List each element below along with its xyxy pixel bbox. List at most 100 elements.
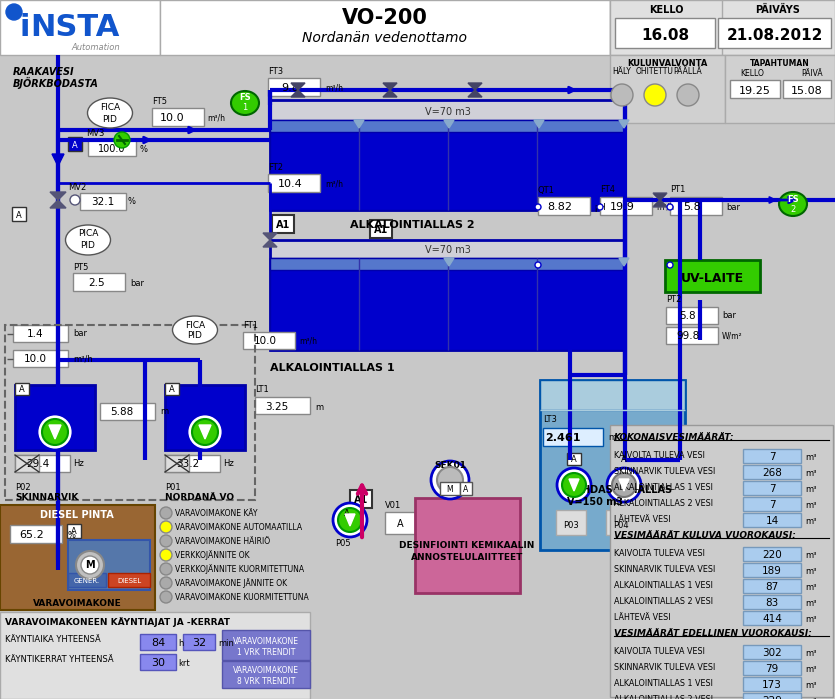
- Polygon shape: [653, 193, 667, 207]
- Bar: [743, 547, 801, 561]
- Circle shape: [644, 84, 666, 106]
- Bar: [165, 455, 220, 472]
- Text: A1: A1: [354, 495, 368, 505]
- Bar: [183, 634, 215, 650]
- Circle shape: [667, 262, 673, 268]
- Circle shape: [187, 414, 223, 450]
- Bar: [610, 0, 722, 55]
- Bar: [783, 80, 831, 98]
- Text: PT5: PT5: [73, 263, 89, 271]
- Bar: [108, 573, 150, 587]
- Bar: [340, 507, 354, 519]
- Text: 87: 87: [766, 582, 778, 592]
- Text: A: A: [463, 484, 468, 493]
- Text: PÄIVÄYS: PÄIVÄYS: [756, 5, 801, 15]
- Circle shape: [557, 468, 591, 502]
- Polygon shape: [569, 479, 579, 491]
- Polygon shape: [468, 83, 482, 97]
- Circle shape: [160, 577, 172, 589]
- Bar: [15, 385, 95, 450]
- Bar: [255, 397, 310, 414]
- Text: FT5: FT5: [152, 97, 167, 106]
- Polygon shape: [444, 258, 454, 266]
- Text: bar: bar: [722, 312, 736, 321]
- Text: m³/h: m³/h: [656, 203, 674, 212]
- Text: KOKONAISVESIMÄÄRÄT:: KOKONAISVESIMÄÄRÄT:: [614, 433, 735, 442]
- Text: PICA: PICA: [78, 229, 99, 238]
- Text: KÄYNTIAIKA YHTEENSÄ: KÄYNTIAIKA YHTEENSÄ: [5, 635, 101, 644]
- Text: m³: m³: [805, 598, 817, 607]
- Text: 33.2: 33.2: [176, 459, 200, 469]
- Circle shape: [160, 535, 172, 547]
- Bar: [270, 240, 625, 350]
- Bar: [13, 350, 68, 367]
- Bar: [222, 661, 310, 688]
- Bar: [140, 634, 176, 650]
- Text: m³: m³: [805, 484, 817, 493]
- Text: 99.8: 99.8: [676, 331, 700, 341]
- Bar: [350, 490, 372, 508]
- Text: FT3: FT3: [268, 68, 283, 76]
- Text: 414: 414: [762, 614, 782, 624]
- Circle shape: [192, 419, 218, 445]
- Circle shape: [76, 551, 104, 579]
- Bar: [743, 481, 801, 495]
- Ellipse shape: [779, 192, 807, 216]
- Bar: [743, 497, 801, 511]
- Text: GENER.: GENER.: [74, 578, 100, 584]
- Text: MV3: MV3: [86, 129, 104, 138]
- Bar: [440, 482, 460, 495]
- Bar: [68, 573, 106, 587]
- Text: UV-LAITE: UV-LAITE: [681, 271, 743, 284]
- Text: ALKALOINTIALLAS 1 VESI: ALKALOINTIALLAS 1 VESI: [614, 482, 713, 491]
- Bar: [268, 78, 320, 96]
- Text: P02: P02: [15, 484, 31, 493]
- Text: m³: m³: [805, 566, 817, 575]
- Bar: [10, 525, 62, 543]
- Text: h: h: [178, 638, 184, 647]
- Text: Hz: Hz: [73, 459, 84, 468]
- Bar: [610, 0, 835, 55]
- Bar: [743, 563, 801, 577]
- Circle shape: [81, 556, 99, 574]
- Text: FICA: FICA: [100, 103, 120, 113]
- Text: P01: P01: [165, 484, 180, 493]
- Text: DIESEL PINTA: DIESEL PINTA: [40, 510, 114, 520]
- Text: SKINNARVIK TULEVA VESI: SKINNARVIK TULEVA VESI: [614, 565, 716, 573]
- Text: 79: 79: [766, 664, 778, 674]
- Bar: [460, 482, 472, 495]
- Bar: [88, 140, 136, 156]
- Text: FS: FS: [239, 94, 250, 103]
- Text: OHITETTU: OHITETTU: [636, 68, 674, 76]
- Text: VO-200: VO-200: [342, 8, 428, 28]
- Text: ALKALOINTIALLAS 1 VESI: ALKALOINTIALLAS 1 VESI: [614, 679, 713, 688]
- Text: Automation: Automation: [71, 43, 120, 52]
- Text: 2.5: 2.5: [89, 278, 105, 288]
- Bar: [243, 332, 295, 349]
- Text: m³/h: m³/h: [73, 354, 93, 363]
- Polygon shape: [199, 425, 211, 439]
- Text: P05: P05: [335, 538, 351, 547]
- Text: 14: 14: [766, 516, 778, 526]
- Text: VARAVOIMAKONE KUORMITETTUNA: VARAVOIMAKONE KUORMITETTUNA: [175, 593, 309, 602]
- Bar: [13, 325, 68, 342]
- Text: A: A: [344, 510, 350, 519]
- Text: VARAVOIMAKONE: VARAVOIMAKONE: [33, 598, 121, 607]
- Text: %: %: [128, 198, 136, 206]
- Text: 21.08.2012: 21.08.2012: [726, 27, 823, 43]
- Text: 10.0: 10.0: [23, 354, 47, 364]
- Circle shape: [612, 473, 636, 497]
- Circle shape: [333, 503, 367, 537]
- Text: KAIVOLTA TULEVA VESI: KAIVOLTA TULEVA VESI: [614, 450, 705, 459]
- Bar: [556, 510, 586, 535]
- Text: M: M: [85, 560, 95, 570]
- Text: 1.4: 1.4: [27, 329, 43, 339]
- Circle shape: [611, 84, 633, 106]
- Bar: [385, 512, 415, 534]
- Bar: [15, 455, 39, 472]
- Text: NORDANÄ VO: NORDANÄ VO: [165, 493, 234, 503]
- Text: 189: 189: [762, 566, 782, 576]
- Circle shape: [597, 204, 603, 210]
- Text: KELLO: KELLO: [649, 5, 683, 15]
- Text: PID: PID: [80, 240, 95, 250]
